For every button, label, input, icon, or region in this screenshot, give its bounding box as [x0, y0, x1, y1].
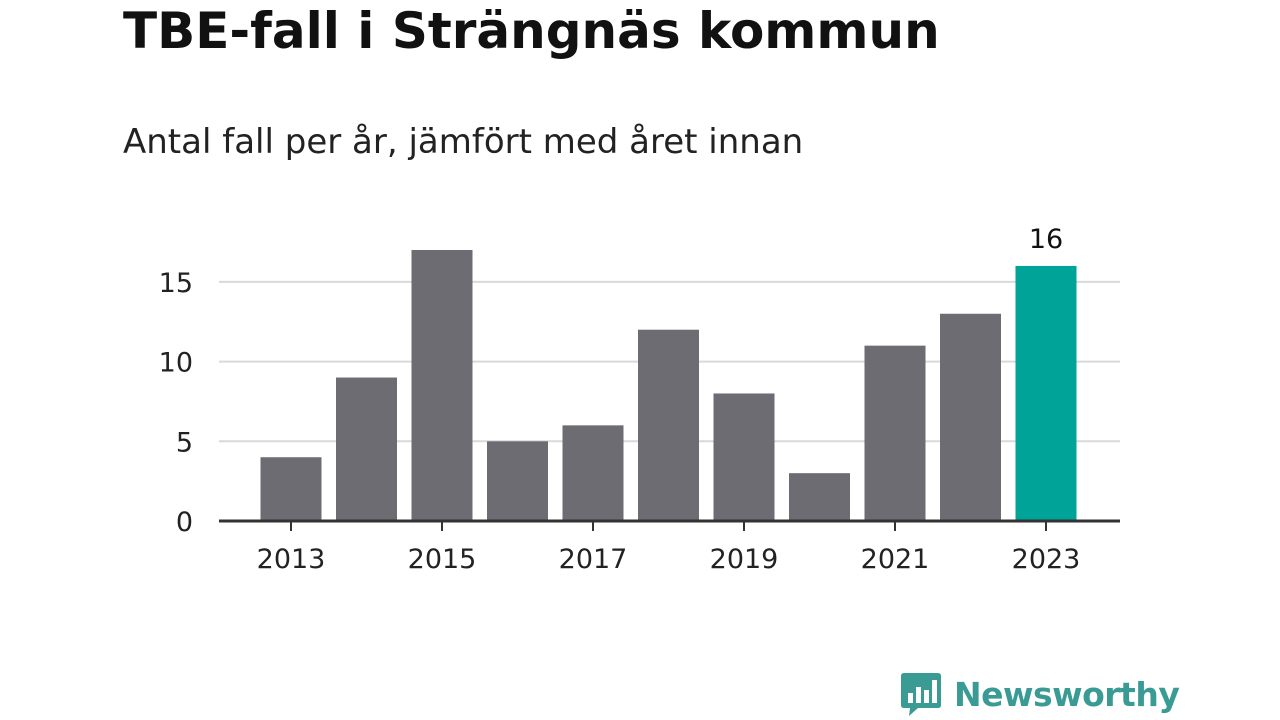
bars: [260, 250, 1077, 521]
bar-2015: [411, 250, 473, 521]
x-tick-label-2019: 2019: [710, 544, 779, 575]
bar-2020: [789, 473, 850, 521]
chart-title: TBE-fall i Strängnäs kommun: [123, 2, 940, 60]
bar-2021: [864, 345, 926, 521]
x-axis: [219, 519, 1120, 531]
bar-2017: [562, 425, 624, 521]
bar-2016: [487, 441, 548, 521]
bar-2013: [260, 457, 322, 521]
y-tick-label-5: 5: [176, 427, 193, 458]
y-tick-label-15: 15: [159, 268, 193, 299]
brand-name: Newsworthy: [954, 674, 1180, 714]
y-tick-label-0: 0: [176, 507, 193, 538]
axis-labels: 0 5 10 15 16 2013 2015 2017 2019 2021 2023: [159, 224, 1081, 575]
bar-2014: [336, 377, 397, 521]
x-tick-label-2015: 2015: [408, 544, 477, 575]
bar-2019: [713, 393, 775, 521]
bar-2022: [940, 313, 1001, 521]
bar-chart-speech-bubble-icon: [901, 673, 941, 716]
chart-subtitle: Antal fall per år, jämfört med året inna…: [123, 122, 804, 162]
brand-logo: Newsworthy: [900, 670, 1180, 718]
y-tick-label-10: 10: [159, 348, 193, 379]
x-tick-label-2017: 2017: [559, 544, 628, 575]
bar-2018: [638, 329, 699, 521]
bar-2023: [1015, 265, 1077, 521]
data-label-2023: 16: [1029, 224, 1063, 255]
x-tick-label-2013: 2013: [257, 544, 326, 575]
x-tick-label-2023: 2023: [1012, 544, 1081, 575]
x-tick-label-2021: 2021: [861, 544, 930, 575]
